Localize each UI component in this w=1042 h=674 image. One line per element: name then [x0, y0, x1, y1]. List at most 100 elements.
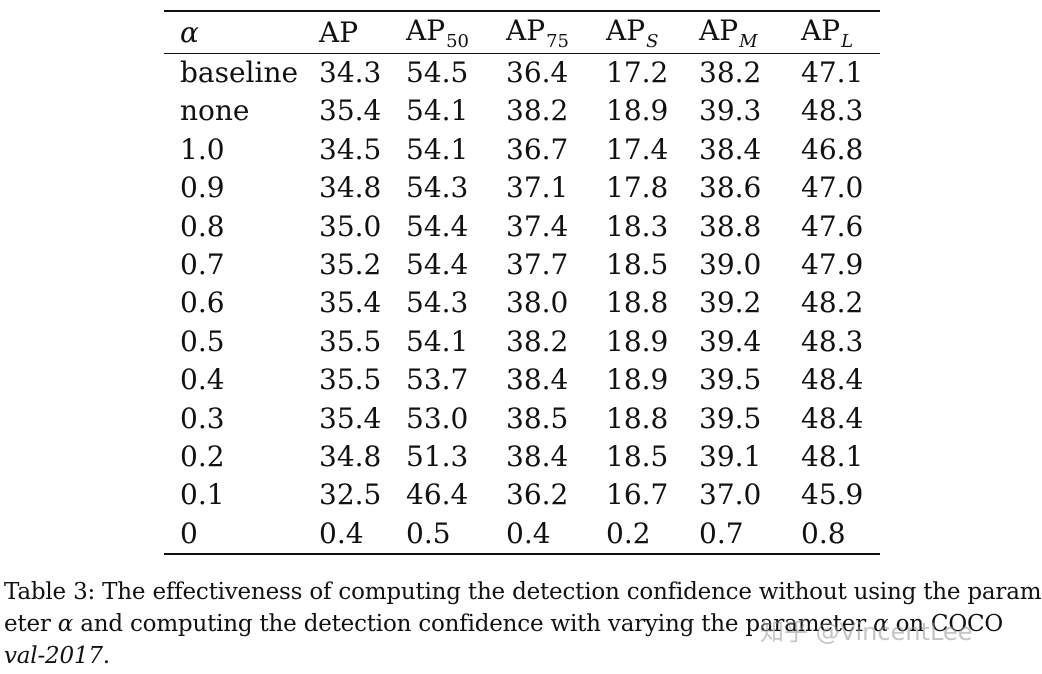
table-cell: 18.9: [606, 324, 669, 358]
header-apm: APM: [699, 11, 801, 54]
table-row: 0 0.4 0.5 0.4 0.2 0.7 0.8: [164, 515, 880, 555]
row-label-cell: 0.7: [180, 248, 225, 282]
table-cell: 35.0: [319, 209, 382, 243]
table-body: baseline 34.3 54.5 36.4 17.2 38.2 47.1 none 35.4…: [164, 54, 880, 555]
table-cell: 18.8: [606, 286, 669, 320]
table-cell: 0.2: [606, 516, 651, 550]
caption-line-1: Table 3: The effectiveness of computing …: [4, 579, 1042, 605]
table-cell: 48.4: [801, 363, 864, 397]
table-cell: 54.1: [406, 132, 469, 166]
table-cell: 38.2: [699, 56, 762, 89]
table-cell: 47.9: [801, 248, 864, 282]
row-label-cell: 1.0: [180, 132, 225, 166]
table-cell: 34.3: [319, 56, 382, 89]
table-cell: 35.5: [319, 363, 382, 397]
table-cell: 0.4: [319, 516, 364, 550]
table-header: α AP AP50 AP75 APS APM APL: [164, 11, 880, 54]
header-row: α AP AP50 AP75 APS APM APL: [164, 11, 880, 54]
table-cell: 34.5: [319, 132, 382, 166]
table-cell: 38.4: [506, 440, 569, 474]
table-cell: 0.7: [699, 516, 744, 550]
header-apl-base: AP: [801, 14, 841, 47]
table-cell: 34.8: [319, 171, 382, 205]
header-ap: AP: [319, 16, 359, 49]
header-aps: APS: [606, 11, 699, 54]
row-label-cell: 0.8: [180, 209, 225, 243]
table-cell: 48.3: [801, 324, 864, 358]
table-row: baseline 34.3 54.5 36.4 17.2 38.2 47.1: [164, 54, 880, 93]
row-label-cell: 0: [180, 516, 198, 550]
table-cell: 38.2: [506, 324, 569, 358]
table-cell: 39.5: [699, 363, 762, 397]
table-cell: 0.5: [406, 516, 451, 550]
table-cell: 37.4: [506, 209, 569, 243]
row-label-cell: 0.9: [180, 171, 225, 205]
table-cell: 35.4: [319, 401, 382, 435]
table-row: 0.6 35.4 54.3 38.0 18.8 39.2 48.2: [164, 284, 880, 322]
table-cell: 18.9: [606, 363, 669, 397]
table-cell: 38.4: [506, 363, 569, 397]
table-cell: 38.4: [699, 132, 762, 166]
row-label-cell: 0.2: [180, 440, 225, 474]
caption-line-3-post: .: [102, 643, 110, 669]
table-cell: 39.3: [699, 94, 762, 128]
row-label-cell: baseline: [180, 56, 299, 89]
caption-line-2-post: on COCO: [888, 611, 1004, 637]
table-cell: 47.1: [801, 56, 864, 89]
caption-alpha-symbol-2: α: [873, 611, 889, 637]
table-cell: 0.8: [801, 516, 846, 550]
table-cell: 39.0: [699, 248, 762, 282]
table-cell: 48.2: [801, 286, 864, 320]
table-cell: 39.2: [699, 286, 762, 320]
table-cell: 47.6: [801, 209, 864, 243]
table-row: 0.4 35.5 53.7 38.4 18.9 39.5 48.4: [164, 361, 880, 399]
caption-alpha-symbol: α: [57, 611, 74, 637]
table-cell: 0.4: [506, 516, 551, 550]
table-cell: 39.1: [699, 440, 762, 474]
row-label-cell: 0.4: [180, 363, 225, 397]
table-row: 0.5 35.5 54.1 38.2 18.9 39.4 48.3: [164, 323, 880, 361]
table-row: 0.8 35.0 54.4 37.4 18.3 38.8 47.6: [164, 208, 880, 246]
header-ap75-base: AP: [506, 14, 546, 47]
alpha-symbol: α: [180, 16, 199, 49]
table-cell: 48.1: [801, 440, 864, 474]
table-row: 1.0 34.5 54.1 36.7 17.4 38.4 46.8: [164, 131, 880, 169]
table-cell: 39.4: [699, 324, 762, 358]
table-cell: 35.4: [319, 94, 382, 128]
header-apl: APL: [801, 11, 880, 54]
header-aps-base: AP: [606, 14, 646, 47]
table-row: 0.3 35.4 53.0 38.5 18.8 39.5 48.4: [164, 400, 880, 438]
table-cell: 54.4: [406, 248, 469, 282]
table-cell: 37.1: [506, 171, 569, 205]
table-cell: 35.4: [319, 286, 382, 320]
table-cell: 51.3: [406, 440, 469, 474]
table-cell: 46.8: [801, 132, 864, 166]
caption-line-3: val-2017.: [4, 640, 1038, 672]
header-ap50: AP50: [406, 11, 506, 54]
caption-line-2-pre: eter: [4, 611, 58, 637]
header-apm-base: AP: [699, 14, 739, 47]
table-row: 0.7 35.2 54.4 37.7 18.5 39.0 47.9: [164, 246, 880, 284]
table-cell: 17.4: [606, 132, 669, 166]
table-cell: 45.9: [801, 478, 864, 512]
table-cell: 38.5: [506, 401, 569, 435]
table-cell: 48.3: [801, 94, 864, 128]
table-cell: 54.1: [406, 324, 469, 358]
table-cell: 36.7: [506, 132, 569, 166]
header-ap50-sub: 50: [446, 31, 469, 52]
caption-line-2: eter α and computing the detection confi…: [4, 608, 1038, 640]
row-label-cell: none: [180, 94, 250, 128]
table-cell: 38.2: [506, 94, 569, 128]
header-apl-sub: L: [841, 31, 854, 52]
table-row: 0.2 34.8 51.3 38.4 18.5 39.1 48.1: [164, 438, 880, 476]
header-ap75-sub: 75: [546, 31, 569, 52]
row-label-cell: 0.6: [180, 286, 225, 320]
table-cell: 18.3: [606, 209, 669, 243]
table-cell: 32.5: [319, 478, 382, 512]
table-cell: 17.8: [606, 171, 669, 205]
results-table: α AP AP50 AP75 APS APM APL baseline 34.3 5…: [164, 10, 880, 555]
header-alpha: α: [164, 11, 319, 54]
table-cell: 48.4: [801, 401, 864, 435]
caption-line-2-mid: and computing the detection confidence w…: [73, 611, 874, 637]
table-cell: 34.8: [319, 440, 382, 474]
